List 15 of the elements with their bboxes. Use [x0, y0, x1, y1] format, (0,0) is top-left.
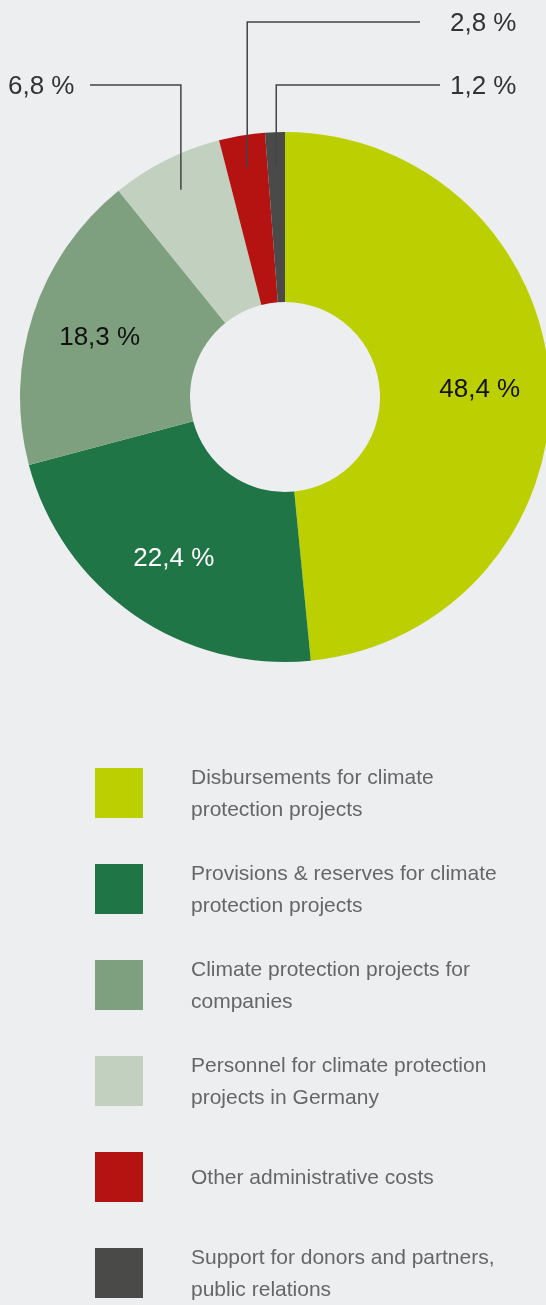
data-label: 18,3 % [59, 321, 141, 352]
legend-label: Climate protection projects for companies [191, 957, 470, 1012]
donut-slice [219, 132, 278, 305]
data-label: 48,4 % [439, 372, 521, 403]
legend-label: Support for donors and partners, public relations [191, 1245, 495, 1300]
data-label: 6,8 % [8, 70, 75, 100]
legend-label: Disbursements for climate protection projects [191, 765, 434, 820]
legend-label: Provisions & reserves for climate protection projects [191, 861, 497, 916]
donut-slice [118, 140, 262, 324]
donut-slice [20, 190, 226, 465]
data-label: 1,2 % [450, 70, 517, 100]
legend-label: Other administrative costs [191, 1165, 434, 1188]
data-label: 2,8 % [450, 7, 517, 37]
data-label: 22,4 % [133, 542, 215, 573]
legend-label: Personnel for climate protection projects in Germany [191, 1053, 487, 1108]
